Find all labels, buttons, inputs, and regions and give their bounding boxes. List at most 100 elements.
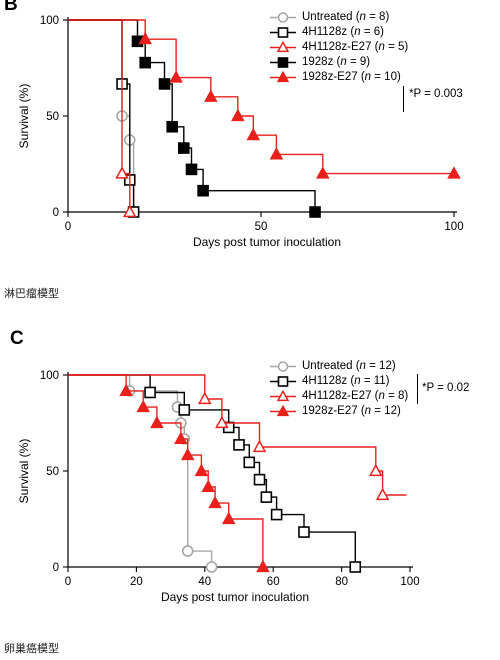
survival-step-line xyxy=(68,374,213,567)
figure-caption: 淋巴瘤模型 xyxy=(4,287,59,300)
figure-caption: 卵巢癌模型 xyxy=(4,642,59,655)
data-point xyxy=(166,120,179,133)
survival-chart-ovarian: 0 50 100 0 20 40 60 80 100 Days post tumor inocul… xyxy=(17,370,420,604)
data-point xyxy=(215,415,229,429)
series-4h1128z-e27 xyxy=(68,374,407,501)
data-point xyxy=(270,508,283,521)
data-point xyxy=(136,399,151,413)
data-point xyxy=(309,206,321,218)
data-point xyxy=(253,473,266,486)
survival-step-line xyxy=(68,374,264,567)
x-tick-label: 80 xyxy=(335,576,348,588)
x-tick-label: 40 xyxy=(198,576,211,588)
chart-panel-lymphoma: B 0 50 100 0 50 100 Days post tumor inoculatio… xyxy=(0,0,500,300)
data-point xyxy=(122,204,137,218)
data-point xyxy=(158,78,171,90)
x-tick-label: 100 xyxy=(444,221,463,233)
data-point xyxy=(349,561,362,573)
data-point xyxy=(256,559,270,573)
data-point xyxy=(260,491,273,503)
axes: 0 50 100 0 50 100 xyxy=(40,15,464,233)
y-tick-label: 100 xyxy=(40,370,59,382)
data-point xyxy=(180,447,195,461)
series-4h1128z xyxy=(68,374,362,573)
data-point xyxy=(375,487,390,501)
data-point xyxy=(185,163,198,176)
x-tick-label: 0 xyxy=(65,221,71,233)
data-point xyxy=(174,431,188,444)
data-point xyxy=(204,89,218,102)
data-point xyxy=(205,561,218,573)
panel-letter: B xyxy=(4,0,18,15)
data-point xyxy=(178,404,191,416)
legend-label: 4H1128z-E27 (n = 5) xyxy=(302,41,409,53)
data-point xyxy=(201,479,215,492)
data-point xyxy=(169,70,183,83)
x-tick-label: 60 xyxy=(267,576,280,588)
y-tick-label: 50 xyxy=(46,111,59,123)
data-point xyxy=(144,386,156,399)
legend-label: Untreated (n = 12) xyxy=(302,360,396,372)
legend-symbol xyxy=(270,389,296,402)
data-point xyxy=(194,463,209,477)
y-axis-label: Survival (%) xyxy=(17,84,31,149)
legend-label: 4H1128z (n = 6) xyxy=(302,26,384,38)
chart-panel-ovarian: C 0 50 100 0 20 40 60 80 100 Days post tumor inoc… xyxy=(0,322,500,660)
data-point xyxy=(139,56,151,69)
y-tick-label: 0 xyxy=(53,562,59,574)
data-point xyxy=(369,463,383,477)
data-point xyxy=(243,456,256,469)
pvalue-bracket xyxy=(403,86,404,112)
data-point xyxy=(138,31,152,45)
data-point xyxy=(150,415,164,429)
legend-symbol xyxy=(270,12,296,23)
x-axis-label: Days post tumor inoculation xyxy=(193,235,341,249)
x-tick-label: 100 xyxy=(400,576,419,588)
data-point xyxy=(298,526,310,538)
x-axis-label: Days post tumor inoculation xyxy=(161,590,309,604)
y-tick-label: 50 xyxy=(46,466,59,478)
panel-letter: C xyxy=(10,328,24,349)
data-point xyxy=(252,439,267,453)
series-1928z-e27 xyxy=(68,19,461,179)
legend-label: Untreated (n = 8) xyxy=(302,11,390,23)
data-point xyxy=(246,127,261,141)
legend-symbol xyxy=(270,57,296,68)
legend-symbol xyxy=(270,376,296,387)
data-point xyxy=(269,147,284,160)
series-1928z-e27 xyxy=(68,374,270,573)
data-point xyxy=(119,383,133,396)
legend-symbol xyxy=(270,70,296,83)
data-point xyxy=(181,545,194,557)
x-tick-label: 20 xyxy=(130,576,143,588)
legend-label: 1928z (n = 9) xyxy=(302,56,371,68)
data-point xyxy=(198,391,212,405)
legend-label: 4H1128z-E27 (n = 8) xyxy=(302,390,409,402)
series-untreated xyxy=(68,19,140,218)
data-point xyxy=(115,166,129,179)
data-point xyxy=(447,166,461,179)
data-point xyxy=(221,511,236,525)
legend-symbol xyxy=(270,404,296,417)
x-tick-label: 50 xyxy=(255,221,268,233)
legend-label: 1928z-E27 (n = 12) xyxy=(302,405,401,417)
data-point xyxy=(233,439,245,451)
y-tick-label: 100 xyxy=(40,15,59,27)
data-point xyxy=(315,166,330,179)
y-tick-label: 0 xyxy=(53,207,59,219)
pvalue-label: *P = 0.003 xyxy=(409,88,463,100)
legend-symbol xyxy=(270,361,296,372)
legend-label: 1928z-E27 (n = 10) xyxy=(302,71,401,83)
pvalue-label: *P = 0.02 xyxy=(422,382,470,394)
y-axis-label: Survival (%) xyxy=(17,439,31,504)
legend-symbol xyxy=(270,27,296,38)
data-point xyxy=(208,495,222,509)
x-tick-label: 0 xyxy=(65,576,71,588)
data-point xyxy=(231,108,245,122)
legend-symbol xyxy=(270,40,296,53)
survival-chart-lymphoma: 0 50 100 0 50 100 Days post tumor inoculation S… xyxy=(17,15,464,249)
data-point xyxy=(197,184,209,197)
legend-label: 4H1128z (n = 11) xyxy=(302,375,390,387)
pvalue-bracket xyxy=(417,374,418,404)
survival-step-line xyxy=(68,19,454,175)
